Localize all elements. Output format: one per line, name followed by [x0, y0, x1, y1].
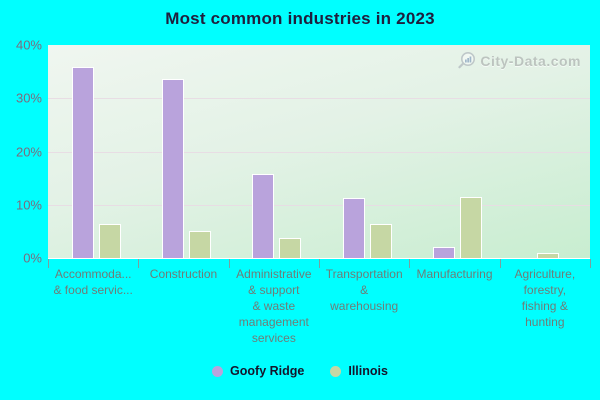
bar-goofy-ridge [252, 174, 275, 258]
bar-illinois [279, 238, 302, 258]
gridline-10 [48, 205, 590, 206]
bar-illinois [536, 253, 559, 258]
x-axis-tick-mark [319, 259, 320, 268]
bar-group [138, 45, 228, 258]
legend-label: Illinois [348, 364, 388, 378]
x-axis-tick-label: Administrative & support & waste managem… [236, 267, 312, 345]
x-axis-tick-mark [48, 259, 49, 268]
bar-groups [48, 45, 590, 258]
plot-area: City-Data.com [48, 45, 590, 259]
x-axis-tick-label: Accommoda... & food servic... [53, 267, 133, 297]
x-axis-tick-label: Agriculture, forestry, fishing & hunting [514, 267, 576, 329]
gridline-30 [48, 98, 590, 99]
bar-goofy-ridge [71, 67, 94, 258]
bar-illinois [459, 197, 482, 258]
bar-group [319, 45, 409, 258]
y-axis-tick-label: 10% [15, 197, 42, 213]
legend-item-goofy-ridge: Goofy Ridge [212, 364, 304, 378]
watermark: City-Data.com [457, 51, 581, 70]
bar-group [409, 45, 499, 258]
legend-label: Goofy Ridge [230, 364, 305, 378]
y-axis-tick-label: 40% [15, 37, 42, 53]
bar-goofy-ridge [342, 198, 365, 258]
bar-illinois [188, 231, 211, 258]
legend: Goofy Ridge Illinois [0, 364, 600, 378]
legend-dot-icon [330, 365, 342, 377]
bar-illinois [369, 224, 392, 258]
page-title: Most common industries in 2023 [165, 9, 435, 28]
x-axis-tick-mark [229, 259, 230, 268]
bar-goofy-ridge [161, 79, 184, 258]
legend-item-illinois: Illinois [330, 364, 388, 378]
x-axis-tick-label: Transportation & warehousing [325, 267, 403, 313]
x-axis-tick-mark [590, 259, 591, 268]
y-axis-tick-label: 0% [23, 250, 42, 266]
y-axis-tick-label: 20% [15, 144, 42, 159]
x-axis-tick-label: Manufacturing [416, 267, 493, 281]
x-axis-tick-mark [138, 259, 139, 268]
legend-dot-icon [212, 365, 224, 377]
bar-group [48, 45, 138, 258]
bar-illinois [98, 224, 121, 258]
bar-group [500, 45, 590, 258]
magnifier-chart-icon [457, 51, 476, 70]
gridline-20 [48, 152, 590, 153]
watermark-label: City-Data.com [480, 52, 581, 69]
y-axis-tick-label: 30% [15, 90, 42, 106]
x-axis-tick-label: Construction [149, 267, 218, 281]
x-axis-tick-mark [500, 259, 501, 268]
x-axis-tick-mark [409, 259, 410, 268]
bar-group [229, 45, 319, 258]
bar-goofy-ridge [432, 247, 455, 258]
